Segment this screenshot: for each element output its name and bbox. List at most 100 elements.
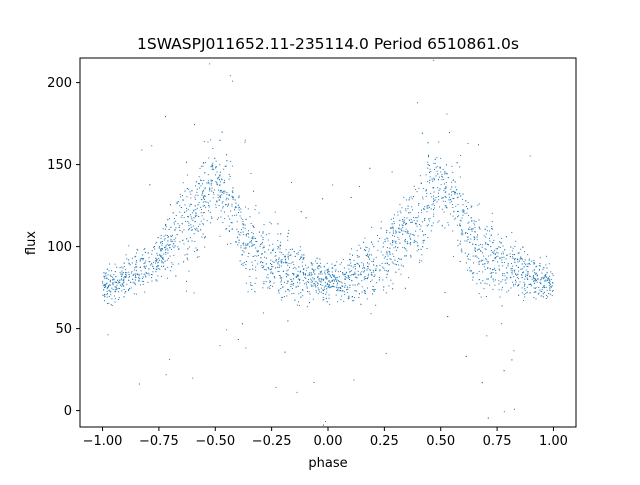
data-point <box>141 277 143 279</box>
data-point <box>311 279 313 281</box>
data-point <box>348 277 350 279</box>
data-point <box>497 255 499 257</box>
data-point <box>350 265 352 267</box>
data-point <box>452 191 454 193</box>
data-point <box>207 174 209 176</box>
data-point <box>151 250 153 252</box>
data-point <box>144 248 146 250</box>
data-point <box>207 180 209 182</box>
data-point <box>529 155 531 157</box>
data-point <box>502 245 504 247</box>
data-point <box>271 268 273 270</box>
data-point <box>194 196 196 198</box>
data-point <box>361 271 363 273</box>
data-point <box>106 291 108 293</box>
data-point <box>538 269 540 271</box>
data-point <box>475 251 477 253</box>
data-point <box>168 244 170 246</box>
data-point <box>315 281 317 283</box>
data-point <box>406 232 408 234</box>
data-point <box>115 276 117 278</box>
data-point <box>394 263 396 265</box>
data-point <box>426 207 428 209</box>
data-point <box>299 279 301 281</box>
data-point <box>203 196 205 198</box>
data-point <box>189 205 191 207</box>
data-point <box>473 222 475 224</box>
data-point <box>444 292 446 294</box>
data-point <box>112 288 114 290</box>
data-point <box>323 286 325 288</box>
data-point <box>242 263 244 265</box>
data-point <box>209 211 211 213</box>
data-point <box>171 241 173 243</box>
data-point <box>422 198 424 200</box>
data-point <box>316 257 318 259</box>
data-point <box>198 176 200 178</box>
data-point <box>418 187 420 189</box>
data-point <box>460 154 462 156</box>
data-point <box>335 269 337 271</box>
data-point <box>318 279 320 281</box>
data-point <box>433 59 435 61</box>
data-point <box>324 281 326 283</box>
data-point <box>359 265 360 267</box>
data-point <box>280 288 282 290</box>
data-point <box>472 279 474 281</box>
data-point <box>308 278 310 280</box>
data-point <box>193 233 195 235</box>
data-point <box>355 273 357 275</box>
data-point <box>523 285 525 287</box>
data-point <box>437 187 439 189</box>
data-point <box>349 271 351 273</box>
data-point <box>211 168 213 170</box>
data-point <box>238 239 240 241</box>
data-point <box>226 154 228 156</box>
data-point <box>338 276 340 278</box>
data-point <box>534 282 536 284</box>
data-point <box>310 281 312 283</box>
data-point <box>510 287 512 289</box>
data-point <box>109 280 111 282</box>
data-point <box>267 249 269 251</box>
data-point <box>162 258 164 260</box>
data-point <box>446 207 448 209</box>
data-point <box>102 294 104 296</box>
data-point <box>425 190 427 192</box>
data-point <box>286 270 288 272</box>
data-point <box>222 222 224 224</box>
data-point <box>106 292 108 294</box>
data-point <box>140 257 142 259</box>
data-point <box>203 198 205 200</box>
data-point <box>436 165 438 167</box>
data-point <box>138 277 140 279</box>
data-point <box>453 190 455 192</box>
data-point <box>279 275 281 277</box>
data-point <box>133 282 135 284</box>
data-point <box>183 261 185 263</box>
data-point <box>545 264 547 266</box>
data-point <box>112 284 114 286</box>
data-point <box>275 260 277 262</box>
data-point <box>311 268 313 270</box>
data-point <box>128 289 130 291</box>
data-point <box>165 253 167 255</box>
data-point <box>306 287 308 289</box>
data-point <box>487 267 489 269</box>
data-point <box>232 192 234 194</box>
data-point <box>160 241 162 243</box>
data-point <box>280 261 282 263</box>
data-point <box>254 282 256 284</box>
data-point <box>206 201 208 203</box>
data-point <box>301 265 303 267</box>
x-tick-label: 0.25 <box>370 434 399 449</box>
data-point <box>528 259 530 261</box>
data-point <box>344 276 346 278</box>
data-point <box>245 261 247 262</box>
data-point <box>322 289 324 291</box>
data-point <box>202 165 204 167</box>
data-point <box>229 218 231 220</box>
data-point <box>504 279 506 281</box>
data-point <box>240 217 242 219</box>
data-point <box>280 283 282 285</box>
